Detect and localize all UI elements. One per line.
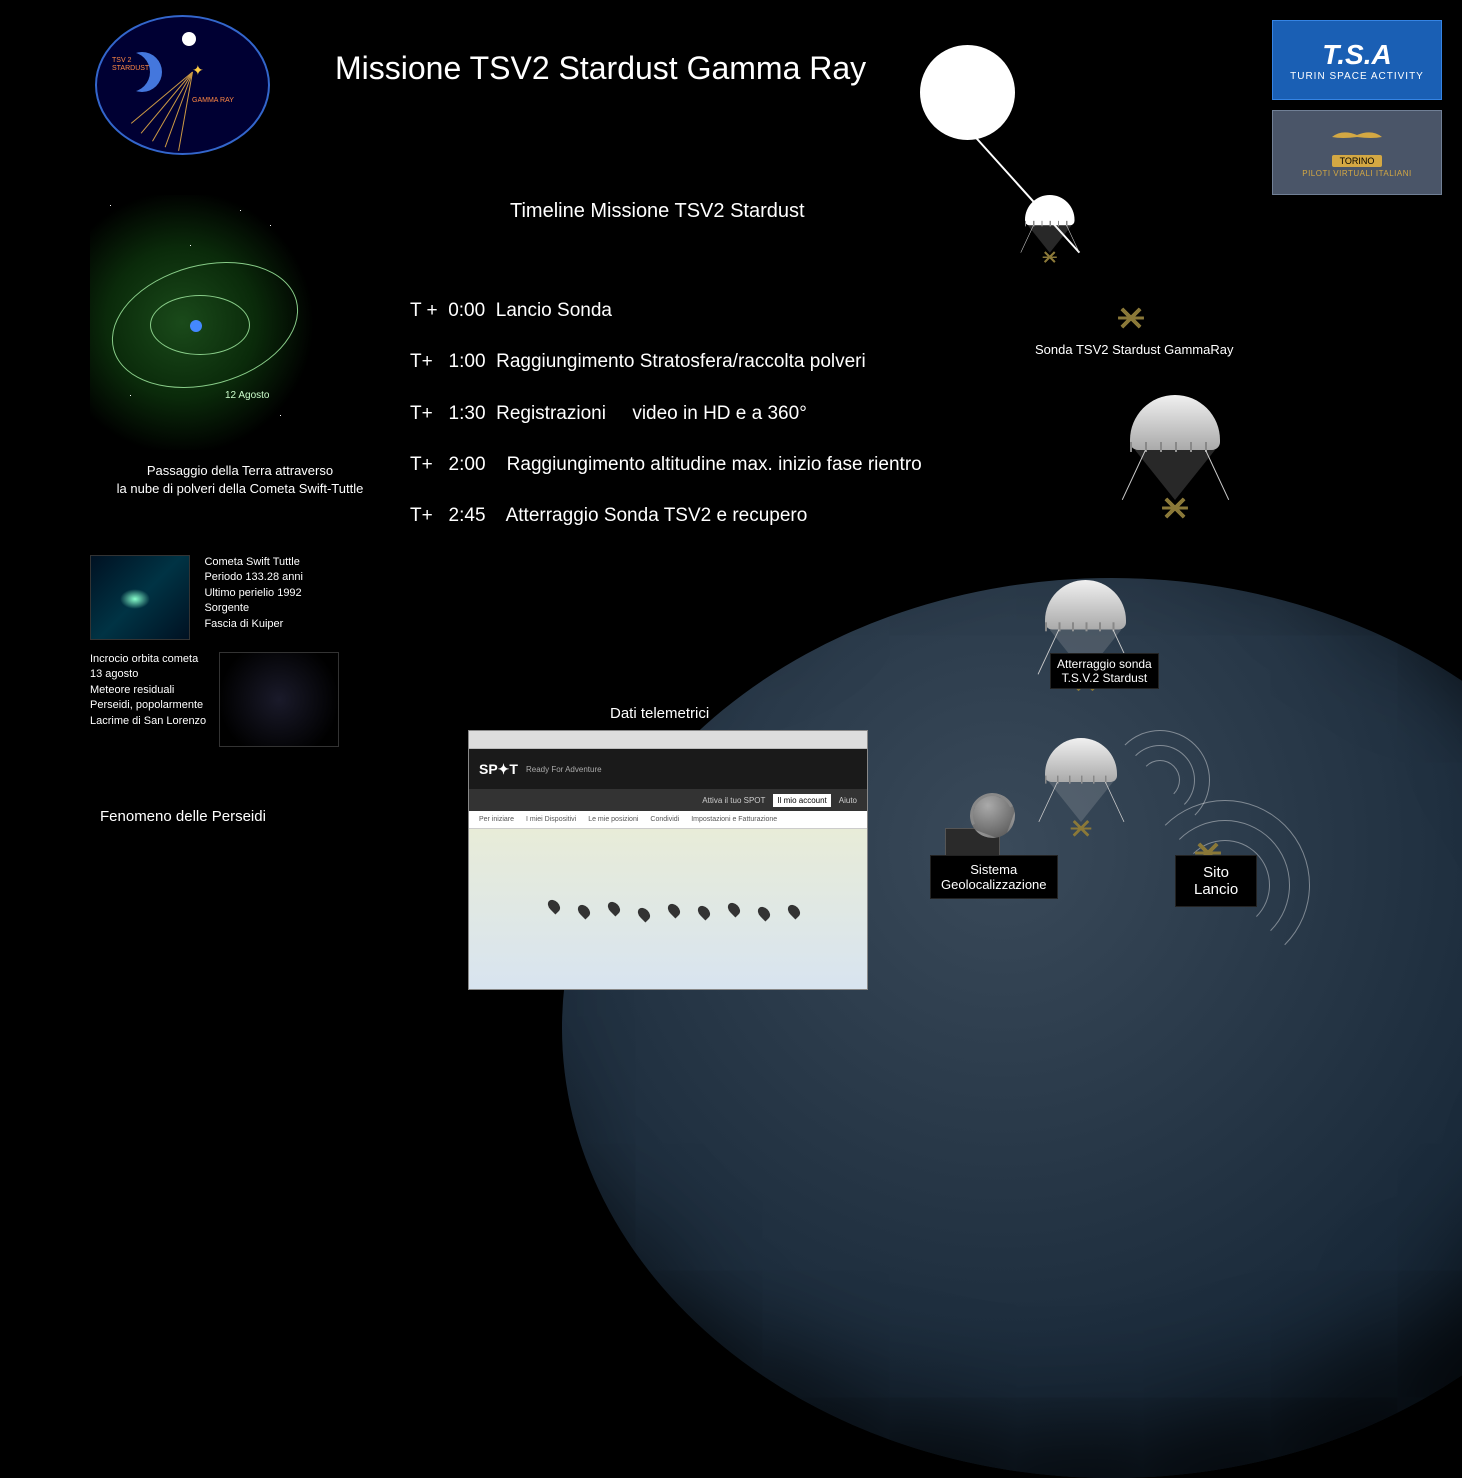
patch-label-2: GAMMA RAY [192,97,234,104]
tsa-logo: T.S.A TURIN SPACE ACTIVITY [1272,20,1442,100]
payload-icon [1118,305,1144,331]
patch-label-1: TSV 2 STARDUST [112,57,149,72]
probe-caption: Sonda TSV2 Stardust GammaRay [1035,342,1233,357]
mission-patch-logo: ✦ TSV 2 STARDUST GAMMA RAY [95,15,270,165]
orbit-date-label: 12 Agosto [225,390,269,401]
sun-icon [182,32,196,46]
wings-icon [1327,127,1387,153]
meteor-image [219,652,339,747]
orbit-caption: Passaggio della Terra attraverso la nube… [70,462,410,498]
tsa-title: T.S.A [1322,39,1391,71]
launch-site-label: Sito Lancio [1175,855,1257,907]
timeline-row: T+ 1:00 Raggiungimento Stratosfera/racco… [410,336,922,387]
balloon-icon [920,45,1015,140]
orbit-diagram: 12 Agosto [90,195,320,450]
timeline-row: T+ 2:00 Raggiungimento altitudine max. i… [410,439,922,490]
timeline-subtitle: Timeline Missione TSV2 Stardust [510,200,805,223]
telemetry-caption: Dati telemetrici [610,705,709,722]
comet-image [90,555,190,640]
descent-parachute-3 [1045,738,1117,839]
geoloc-label: Sistema Geolocalizzazione [930,855,1058,899]
telemetry-map [469,829,867,989]
timeline-row: T+ 1:30 Registrazioni video in HD e a 36… [410,388,922,439]
earth-icon [190,320,202,332]
spot-brand: SP✦T [479,761,518,778]
spot-tagline: Ready For Adventure [526,765,602,774]
timeline-row: T + 0:00 Lancio Sonda [410,285,922,336]
telemetry-nav: Attiva il tuo SPOT Il mio account Aiuto [469,789,867,811]
perseids-caption: Fenomeno delle Perseidi [100,808,266,825]
telemetry-screenshot: SP✦T Ready For Adventure Attiva il tuo S… [468,730,868,990]
mission-timeline: T + 0:00 Lancio Sonda T+ 1:00 Raggiungim… [410,285,922,541]
pvi-subtitle: PILOTI VIRTUALI ITALIANI [1302,169,1412,178]
pvi-city: TORINO [1332,155,1383,167]
pvi-logo: TORINO PILOTI VIRTUALI ITALIANI [1272,110,1442,195]
probe-parachute-ascent [1025,195,1075,264]
telemetry-tabs: Per iniziare I miei Dispositivi Le mie p… [469,811,867,829]
landing-label: Atterraggio sonda T.S.V.2 Stardust [1050,653,1159,689]
timeline-row: T+ 2:45 Atterraggio Sonda TSV2 e recuper… [410,490,922,541]
tsa-subtitle: TURIN SPACE ACTIVITY [1290,71,1424,82]
descent-parachute-1 [1130,395,1220,521]
main-title: Missione TSV2 Stardust Gamma Ray [335,50,866,87]
comet-info: Cometa Swift Tuttle Periodo 133.28 anni … [204,555,334,632]
meteor-info: Incrocio orbita cometa 13 agosto Meteore… [90,652,210,729]
perseids-section: Cometa Swift Tuttle Periodo 133.28 anni … [90,555,340,747]
